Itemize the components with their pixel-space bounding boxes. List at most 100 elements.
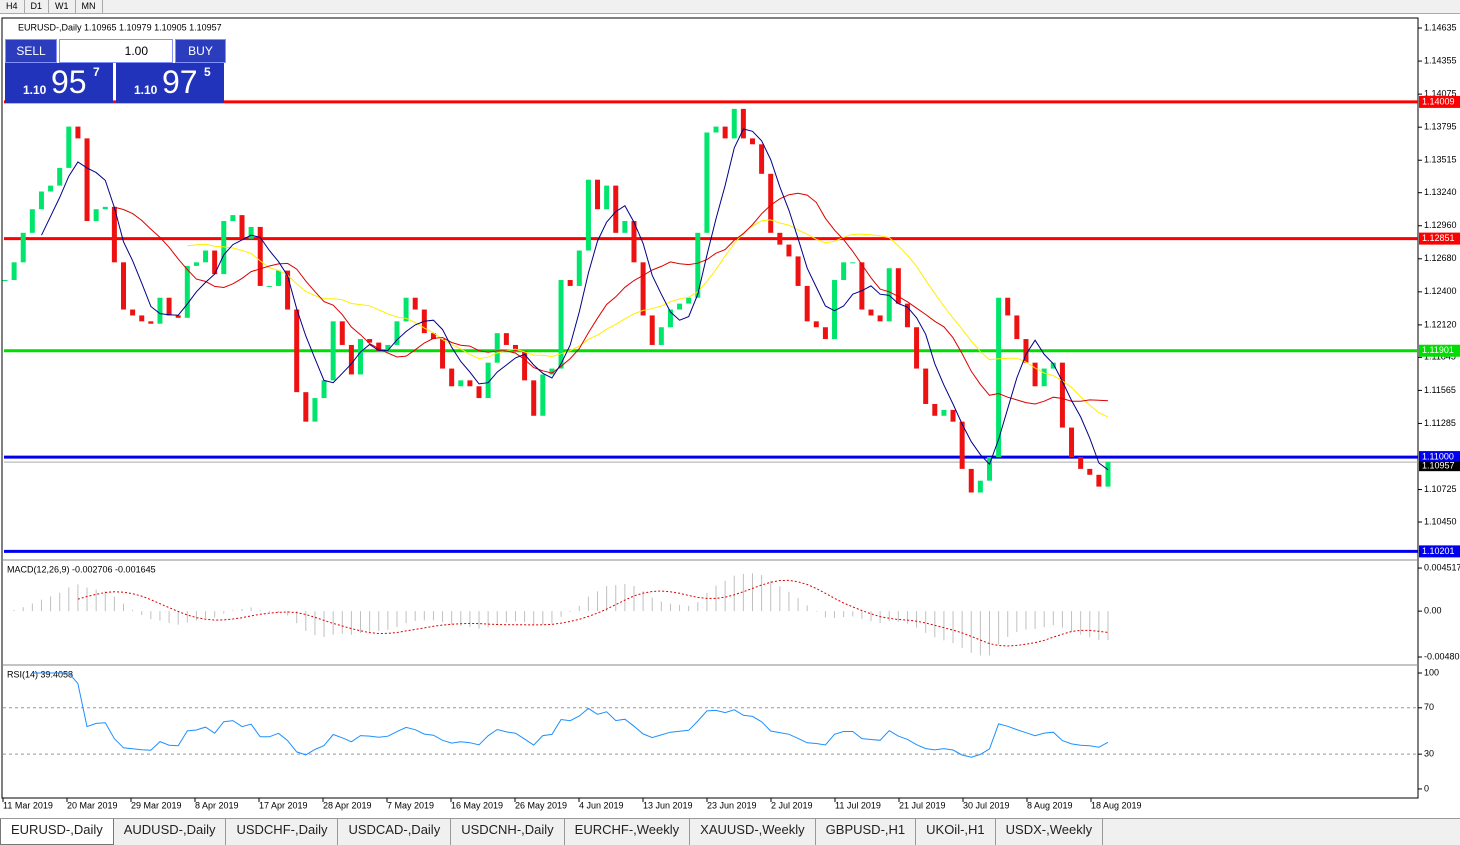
x-tick-label: 30 Jul 2019 [963, 800, 1010, 810]
candle [622, 221, 628, 233]
y-tick-label: 1.13515 [1424, 155, 1457, 165]
candle [330, 321, 336, 381]
candle [1050, 362, 1056, 369]
candle [203, 250, 209, 263]
chart-tab[interactable]: USDCHF-,Daily [226, 819, 339, 845]
chart-tab[interactable]: USDCAD-,Daily [338, 819, 452, 845]
x-tick-label: 11 Mar 2019 [3, 800, 53, 810]
candle [449, 368, 455, 387]
candle [367, 339, 373, 343]
candle [376, 342, 382, 351]
y-tick-label: 0.004517 [1424, 562, 1460, 572]
candle [1078, 457, 1084, 469]
chart-tab[interactable]: USDCNH-,Daily [451, 819, 565, 845]
level-label-box [1419, 95, 1460, 108]
current-price-box [1419, 461, 1460, 472]
level-label: 1.10201 [1422, 546, 1455, 556]
candle [348, 344, 354, 375]
candle [385, 344, 391, 351]
rsi-line [32, 672, 1109, 758]
timeframe[interactable]: D1 [25, 0, 50, 13]
chart: EURUSD-,Daily 1.10965 1.10979 1.10905 1.… [1, 17, 1460, 810]
buy-button[interactable]: BUY [175, 39, 226, 63]
chart-tab[interactable]: EURUSD-,Daily [0, 819, 114, 845]
bid-price[interactable]: 1.10 95 7 [5, 63, 113, 103]
chart-tab[interactable]: XAUUSD-,Weekly [690, 819, 816, 845]
candle [558, 280, 564, 369]
x-tick-label: 13 Jun 2019 [643, 800, 693, 810]
timeframe[interactable]: H4 [0, 0, 25, 13]
candle [704, 132, 710, 233]
candle [512, 344, 518, 351]
candle [266, 285, 272, 287]
chart-tab[interactable]: GBPUSD-,H1 [816, 819, 917, 845]
y-tick-label: 1.10725 [1424, 484, 1457, 494]
candle [430, 333, 436, 340]
level-label-box [1419, 344, 1460, 357]
timeframe-bar: H4 D1 W1 MN [0, 0, 1460, 14]
chart-tab[interactable]: UKOil-,H1 [916, 819, 996, 845]
candle [813, 321, 819, 328]
candle [139, 315, 145, 322]
candle [303, 392, 309, 422]
candle [467, 380, 473, 387]
y-tick-label: 1.14635 [1424, 22, 1457, 32]
candle [996, 297, 1002, 458]
candle [130, 309, 136, 316]
candle [549, 368, 555, 375]
current-price-label: 1.10957 [1422, 461, 1455, 471]
candle [11, 262, 17, 281]
candle [859, 262, 865, 310]
candle [221, 221, 227, 275]
candle [1023, 339, 1029, 363]
chart-tab[interactable]: USDX-,Weekly [996, 819, 1104, 845]
candle [403, 297, 409, 322]
y-tick-label: 1.14075 [1424, 89, 1457, 99]
candle [923, 368, 929, 404]
candle [877, 315, 883, 322]
candle [832, 280, 838, 340]
chart-tab[interactable]: AUDUSD-,Daily [114, 819, 227, 845]
y-tick-label: 1.14355 [1424, 55, 1457, 65]
lots-input[interactable]: 1.00 [59, 39, 173, 63]
y-tick-label: 1.12960 [1424, 220, 1457, 230]
candle [531, 380, 537, 416]
x-tick-label: 29 Mar 2019 [131, 800, 182, 810]
chart-tabs: EURUSD-,Daily AUDUSD-,Daily USDCHF-,Daily U… [0, 818, 1460, 845]
candle [20, 232, 26, 263]
candle [658, 327, 664, 345]
sell-button[interactable]: SELL [5, 39, 57, 63]
candle [968, 468, 974, 493]
y-tick-label: 1.13240 [1424, 187, 1457, 197]
y-tick-label: 1.10450 [1424, 516, 1457, 526]
x-tick-label: 23 Jun 2019 [707, 800, 757, 810]
candle [1096, 474, 1102, 487]
candle [677, 303, 683, 310]
ask-price[interactable]: 1.10 97 5 [116, 63, 224, 103]
candle [57, 167, 63, 186]
candle [102, 206, 108, 210]
level-label: 1.14009 [1422, 96, 1455, 106]
ask-big: 1.10 [134, 83, 158, 97]
candle [904, 303, 910, 328]
candle [75, 126, 81, 139]
candle [540, 374, 546, 416]
candle [38, 191, 44, 210]
ask-frac: 5 [204, 65, 211, 79]
candle [1069, 427, 1075, 458]
candle [248, 226, 254, 239]
y-tick-label: 30 [1424, 749, 1434, 759]
ask-pips: 97 [162, 64, 198, 100]
chart-tab[interactable]: EURCHF-,Weekly [565, 819, 691, 845]
candle [740, 108, 746, 139]
candle [986, 457, 992, 481]
candle [959, 421, 965, 469]
candle [321, 380, 327, 399]
bid-big: 1.10 [23, 83, 47, 97]
candle [503, 333, 509, 345]
timeframe[interactable]: W1 [49, 0, 76, 13]
timeframe[interactable]: MN [76, 0, 103, 13]
bid-pips: 95 [51, 64, 87, 100]
candle [494, 333, 500, 363]
